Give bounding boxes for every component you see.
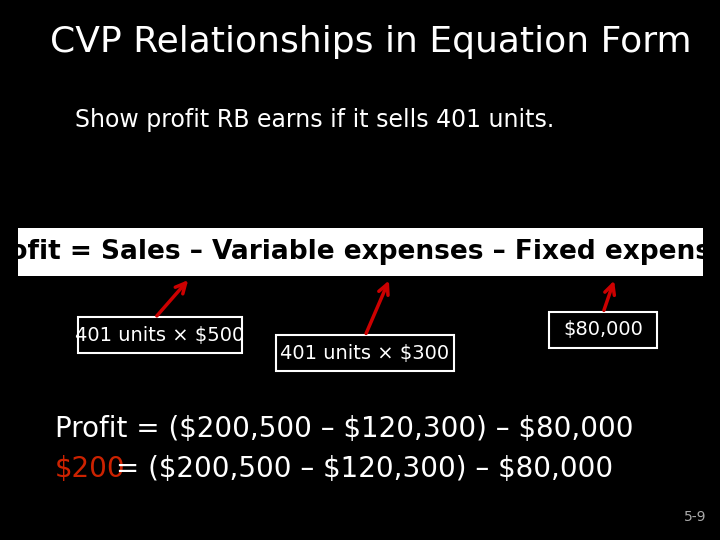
Text: 401 units × $300: 401 units × $300	[280, 343, 449, 362]
FancyBboxPatch shape	[18, 228, 703, 276]
FancyBboxPatch shape	[549, 312, 657, 348]
Text: 401 units × $500: 401 units × $500	[76, 326, 245, 345]
FancyBboxPatch shape	[276, 335, 454, 371]
FancyBboxPatch shape	[78, 317, 242, 353]
Text: $80,000: $80,000	[563, 321, 643, 340]
Text: 5-9: 5-9	[683, 510, 706, 524]
Text: = ($200,500 – $120,300) – $80,000: = ($200,500 – $120,300) – $80,000	[107, 455, 613, 483]
Text: $200: $200	[55, 455, 125, 483]
Text: CVP Relationships in Equation Form: CVP Relationships in Equation Form	[50, 25, 692, 59]
Text: Profit = ($200,500 – $120,300) – $80,000: Profit = ($200,500 – $120,300) – $80,000	[55, 415, 634, 443]
Text: Show profit RB earns if it sells 401 units.: Show profit RB earns if it sells 401 uni…	[75, 108, 554, 132]
Text: Profit = Sales – Variable expenses – Fixed expenses: Profit = Sales – Variable expenses – Fix…	[0, 239, 720, 265]
